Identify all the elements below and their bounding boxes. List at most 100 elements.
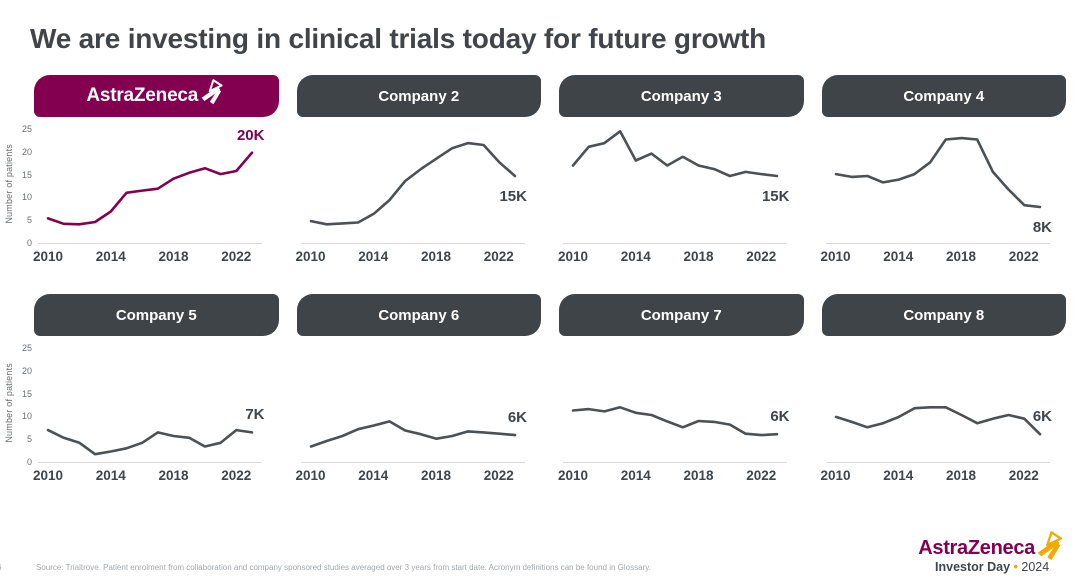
panel-header-company-4: Company 4 bbox=[821, 75, 1066, 117]
y-axis-labels: 0 5 10 15 20 25 bbox=[16, 124, 32, 248]
chart-canvas bbox=[825, 136, 1050, 244]
x-tick-label: 2022 bbox=[221, 249, 252, 264]
panel-header-company-2: Company 2 bbox=[296, 75, 541, 117]
x-tick-label: 2014 bbox=[620, 249, 651, 264]
end-value-label: 6K bbox=[770, 408, 790, 426]
panel-title: Company 4 bbox=[903, 87, 985, 105]
x-tick-label: 2018 bbox=[946, 468, 977, 483]
x-tick-label: 2018 bbox=[421, 249, 452, 264]
panel-company-4: Company 4 8K 2010 2014 2018 2022 bbox=[820, 75, 1067, 273]
panel-company-6: Company 6 6K 2010 2014 2018 2022 bbox=[295, 294, 542, 492]
x-tick-label: 2018 bbox=[421, 468, 452, 483]
chart-canvas bbox=[38, 151, 262, 244]
x-tick-label: 2022 bbox=[746, 249, 777, 264]
panel-company-7: Company 7 6K 2010 2014 2018 2022 bbox=[557, 294, 804, 492]
x-tick-label: 2018 bbox=[158, 468, 189, 483]
panel-company-5: Company 5 7K 2010 2014 2018 2022 0 5 10 15 20 25 Nu… bbox=[4, 294, 279, 492]
panel-title: Company 2 bbox=[378, 87, 460, 105]
x-tick-label: 2010 bbox=[820, 249, 851, 264]
y-tick-label: 20 bbox=[21, 146, 32, 157]
y-tick-label: 15 bbox=[21, 169, 32, 180]
chart-canvas bbox=[300, 141, 525, 244]
x-tick-label: 2022 bbox=[483, 249, 514, 264]
x-tick-label: 2014 bbox=[883, 468, 914, 483]
end-value-label: 8K bbox=[1032, 218, 1052, 236]
y-axis-title: Number of patients bbox=[4, 144, 14, 224]
panel-astrazeneca: AstraZeneca 20K 2010 2014 2018 2022 0 5 10 15 20 2… bbox=[4, 75, 279, 273]
slide-title: We are investing in clinical trials toda… bbox=[30, 22, 767, 54]
astrazeneca-footer-wordmark: AstraZeneca bbox=[918, 537, 1035, 559]
end-value-label: 20K bbox=[236, 126, 265, 144]
y-tick-label: 10 bbox=[21, 192, 32, 203]
y-tick-label: 0 bbox=[26, 238, 32, 248]
x-tick-label: 2022 bbox=[221, 468, 252, 483]
x-tick-label: 2018 bbox=[946, 249, 977, 264]
x-axis-labels: 2010 2014 2018 2022 bbox=[557, 249, 804, 269]
x-axis-labels: 2010 2014 2018 2022 bbox=[820, 249, 1067, 269]
panel-header-company-7: Company 7 bbox=[559, 294, 804, 336]
brand-footer: AstraZeneca Investor Day • 2024 bbox=[918, 536, 1066, 574]
end-value-label: 6K bbox=[507, 409, 527, 427]
slide-number: 6 bbox=[0, 563, 1, 572]
panel-header-company-8: Company 8 bbox=[821, 294, 1066, 336]
x-tick-label: 2022 bbox=[746, 468, 777, 483]
panel-title: Company 3 bbox=[640, 87, 722, 105]
panel-header-company-5: Company 5 bbox=[34, 294, 279, 336]
chart-canvas bbox=[563, 405, 787, 463]
x-tick-label: 2018 bbox=[683, 249, 714, 264]
x-axis-labels: 2010 2014 2018 2022 bbox=[32, 249, 279, 269]
chart-canvas bbox=[300, 420, 525, 463]
panel-header-astrazeneca: AstraZeneca bbox=[34, 75, 279, 117]
x-tick-label: 2022 bbox=[1008, 468, 1039, 483]
event-name: Investor Day bbox=[935, 560, 1011, 574]
x-tick-label: 2014 bbox=[883, 249, 914, 264]
panel-company-2: Company 2 15K 2010 2014 2018 2022 bbox=[295, 75, 542, 273]
panel-title: Company 5 bbox=[115, 306, 197, 324]
astrazeneca-footer-logo-icon bbox=[1036, 531, 1066, 561]
gold-bullet-icon: • bbox=[1013, 560, 1018, 574]
x-axis-labels: 2010 2014 2018 2022 bbox=[32, 468, 279, 488]
line-chart-company-5: 7K 2010 2014 2018 2022 0 5 10 15 20 25 Number of pa… bbox=[4, 343, 279, 492]
panel-header-company-3: Company 3 bbox=[559, 75, 804, 117]
panel-company-8: Company 8 6K 2010 2014 2018 2022 bbox=[820, 294, 1067, 492]
y-axis-labels: 0 5 10 15 20 25 bbox=[16, 343, 32, 467]
x-axis-labels: 2010 2014 2018 2022 bbox=[295, 249, 542, 269]
y-tick-label: 25 bbox=[21, 124, 32, 134]
end-value-label: 15K bbox=[499, 187, 527, 205]
x-tick-label: 2022 bbox=[483, 468, 514, 483]
panel-title: Company 6 bbox=[378, 306, 460, 324]
x-axis-labels: 2010 2014 2018 2022 bbox=[557, 468, 804, 488]
end-value-label: 6K bbox=[1032, 408, 1052, 426]
event-line: Investor Day • 2024 bbox=[918, 560, 1066, 574]
line-chart-company-6: 6K 2010 2014 2018 2022 bbox=[295, 344, 542, 492]
line-chart-company-2: 15K 2010 2014 2018 2022 bbox=[295, 125, 542, 273]
x-tick-label: 2010 bbox=[557, 468, 589, 483]
chart-canvas bbox=[825, 405, 1050, 463]
y-tick-label: 5 bbox=[26, 215, 32, 226]
x-tick-label: 2018 bbox=[683, 468, 714, 483]
end-value-label: 15K bbox=[761, 187, 790, 205]
astrazeneca-wordmark: AstraZeneca bbox=[86, 85, 199, 106]
panel-header-company-6: Company 6 bbox=[296, 294, 541, 336]
x-tick-label: 2014 bbox=[95, 468, 126, 483]
x-tick-label: 2022 bbox=[1008, 249, 1039, 264]
x-tick-label: 2010 bbox=[295, 468, 326, 483]
x-tick-label: 2018 bbox=[158, 249, 189, 264]
y-tick-label: 15 bbox=[21, 388, 32, 399]
x-tick-label: 2010 bbox=[32, 468, 64, 483]
x-tick-label: 2010 bbox=[32, 249, 64, 264]
y-tick-label: 10 bbox=[21, 411, 32, 422]
panel-title: Company 8 bbox=[903, 306, 985, 324]
brand-footer-logo: AstraZeneca bbox=[918, 536, 1066, 561]
x-tick-label: 2010 bbox=[557, 249, 589, 264]
y-tick-label: 20 bbox=[21, 365, 32, 376]
x-tick-label: 2014 bbox=[620, 468, 651, 483]
line-chart-company-8: 6K 2010 2014 2018 2022 bbox=[820, 344, 1067, 492]
y-tick-label: 0 bbox=[26, 457, 32, 467]
y-axis-title: Number of patients bbox=[4, 363, 14, 443]
y-tick-label: 5 bbox=[26, 434, 32, 445]
x-tick-label: 2010 bbox=[295, 249, 326, 264]
x-axis-labels: 2010 2014 2018 2022 bbox=[820, 468, 1067, 488]
chart-canvas bbox=[38, 428, 262, 463]
